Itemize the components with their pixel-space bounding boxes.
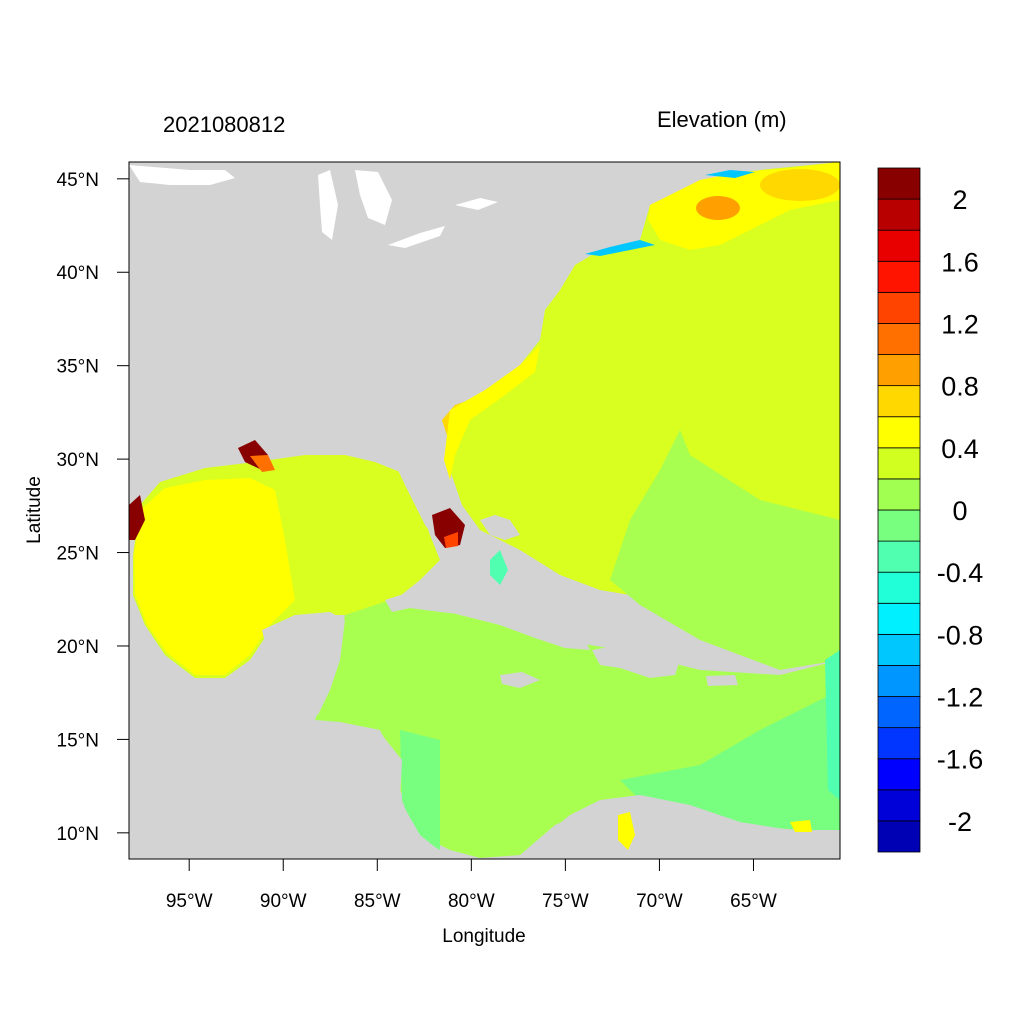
latitude-ticks: 10°N 15°N 20°N 25°N 30°N 35°N 40°N 45°N [57, 170, 129, 845]
colorbar-bin [877, 447, 921, 480]
colorbar-bin [877, 789, 921, 822]
colorbar-label: 0.4 [941, 434, 979, 464]
puerto-rico [706, 675, 738, 686]
lat-tick-label: 45°N [57, 170, 99, 191]
florida-keys-high [444, 532, 458, 548]
lon-tick-label: 65°W [730, 891, 777, 912]
lon-tick-label: 85°W [354, 891, 401, 912]
lake-michigan [318, 170, 338, 240]
colorbar-label: -1.2 [937, 683, 984, 713]
colorbar-label: 1.2 [941, 309, 979, 339]
colorbar-label: 2 [952, 185, 967, 215]
colorbar-bin [877, 602, 921, 635]
colorbar-bin [877, 820, 921, 853]
map-layers [129, 162, 840, 859]
colorbar: -2 -1.6 -1.2 -0.8 -0.4 0 0.4 0.8 1.2 1.6 2 [877, 167, 984, 853]
colorbar-bin [877, 665, 921, 697]
colorbar-bin [877, 323, 921, 355]
colorbar-bin [877, 385, 921, 418]
texas-coast-inundation [129, 495, 145, 540]
cuba [385, 590, 590, 650]
bahamas-islands [480, 515, 520, 540]
southeast-coast-high-zone [444, 345, 540, 480]
caribbean-eastern-low-zone [620, 690, 840, 830]
colorbar-label: -0.8 [937, 620, 984, 650]
colorbar-bin [877, 478, 921, 511]
lesser-antilles-low-zone [825, 650, 840, 800]
colorbar-label: 0 [952, 496, 967, 526]
louisiana-coast-high [250, 455, 275, 472]
lat-tick-label: 30°N [57, 450, 99, 471]
colorbar-label: -2 [948, 807, 972, 837]
hispaniola [592, 645, 680, 678]
lon-tick-label: 70°W [636, 891, 683, 912]
colorbar-bin [877, 758, 921, 791]
variable-title: Elevation (m) [657, 107, 787, 132]
colorbar-label: -1.6 [937, 745, 984, 775]
colorbar-bin [877, 696, 921, 729]
lat-tick-label: 20°N [57, 637, 99, 658]
lake-maracaibo [618, 812, 635, 850]
lon-tick-label: 75°W [542, 891, 589, 912]
colorbar-bin [877, 229, 921, 262]
colorbar-bin [877, 167, 921, 200]
colorbar-bin [877, 291, 921, 324]
colorbar-bin [877, 727, 921, 760]
lat-tick-label: 10°N [57, 824, 99, 845]
lon-tick-label: 90°W [260, 891, 307, 912]
yucatan-peninsula [262, 612, 345, 715]
lake-superior [129, 165, 235, 185]
colorbar-bin [877, 633, 921, 666]
bahamas-bank [490, 550, 508, 585]
colorbar-label: -0.4 [937, 558, 984, 588]
lat-tick-label: 15°N [57, 730, 99, 751]
colorbar-bin [877, 571, 921, 604]
date-title: 2021080812 [163, 112, 286, 137]
long-island-sound-low [585, 240, 655, 256]
atlantic-lower-zone [610, 430, 840, 670]
colorbar-bin [877, 509, 921, 542]
colorbar-bin [877, 260, 921, 293]
gulf-western-high-zone [134, 478, 295, 675]
colorbar-bin [877, 416, 921, 449]
colorbar-bin [877, 540, 921, 573]
lake-ontario [455, 198, 498, 210]
colorbar-label: 1.6 [941, 247, 979, 277]
colorbar-bin [877, 354, 921, 387]
lake-huron [355, 170, 392, 225]
bay-of-fundy-peak [696, 196, 740, 220]
x-axis-label: Longitude [442, 926, 526, 947]
colorbar-bin [877, 198, 921, 231]
colorbar-label: 0.8 [941, 372, 979, 402]
cape-cod-low [705, 170, 755, 178]
lat-tick-label: 40°N [57, 263, 99, 284]
jamaica [500, 672, 540, 688]
longitude-ticks: 95°W 90°W 85°W 80°W 75°W 70°W 65°W [166, 859, 777, 912]
gulf-of-paria-high [790, 820, 812, 832]
central-america [129, 715, 445, 859]
lake-erie [388, 226, 445, 248]
lon-tick-label: 80°W [448, 891, 495, 912]
lat-tick-label: 35°N [57, 357, 99, 378]
lon-tick-label: 95°W [166, 891, 213, 912]
south-america-coast [520, 795, 840, 859]
lat-tick-label: 25°N [57, 544, 99, 565]
nova-scotia-coast-rise [760, 169, 840, 201]
